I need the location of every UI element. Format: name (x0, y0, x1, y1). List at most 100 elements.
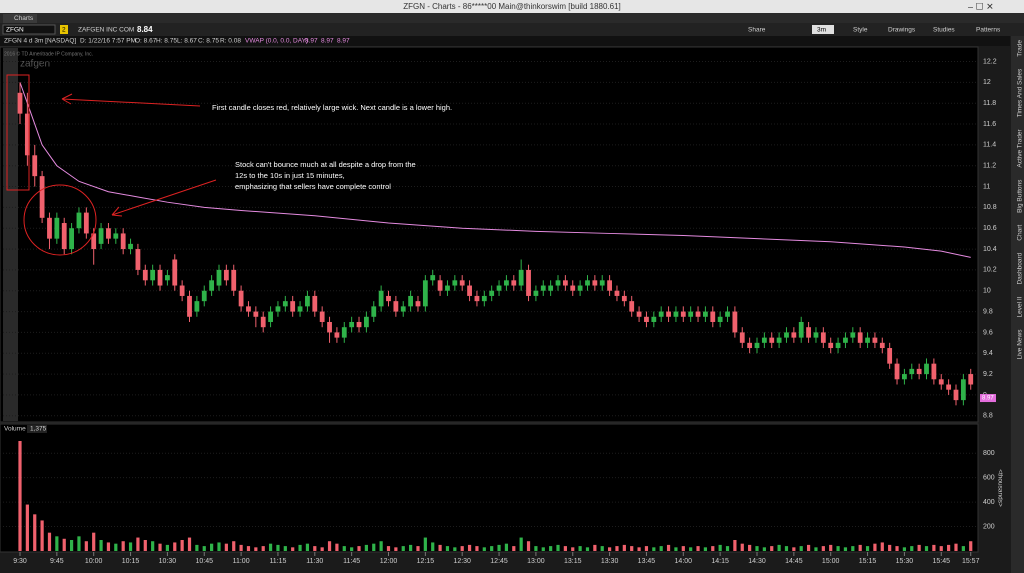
side-tab[interactable]: Chart (1017, 225, 1024, 241)
open: O: 8.67 (135, 38, 157, 45)
timeframe-box[interactable] (812, 25, 834, 34)
volume-bar (961, 546, 965, 551)
x-tick-label: 14:15 (711, 558, 729, 565)
volume-bar (806, 544, 811, 551)
company: ZAFGEN INC COM (78, 27, 134, 34)
volume-bar (460, 546, 464, 551)
x-tick-label: 11:45 (343, 558, 360, 565)
candle-body (540, 285, 546, 291)
x-tick-label: 15:45 (932, 558, 950, 565)
y-tick-label: 11.4 (983, 142, 996, 149)
volume-bar (563, 546, 567, 551)
volume-bar (453, 547, 457, 551)
volume-bar (195, 544, 199, 551)
candle-body (968, 374, 974, 385)
volume-bar (25, 504, 29, 551)
volume-bar (666, 544, 671, 551)
drawn-ellipse (23, 184, 97, 256)
x-tick-label: 10:00 (85, 558, 103, 565)
volume-bar (254, 547, 258, 551)
candle-body (98, 228, 104, 244)
side-tab[interactable]: Times And Sales (1017, 68, 1024, 117)
style-button[interactable]: Style (853, 27, 868, 34)
candle-body (754, 342, 760, 349)
candle-body (879, 342, 885, 349)
volume-bar (77, 536, 81, 551)
candle-body (371, 306, 377, 317)
candle-body (386, 295, 391, 302)
volume-bar (585, 547, 590, 551)
volume-bar (372, 543, 376, 551)
volume-bar (674, 547, 678, 551)
candle-body (231, 269, 237, 291)
side-tab[interactable]: Trade (1017, 40, 1024, 57)
side-tab[interactable]: Dashboard (1017, 252, 1024, 284)
link-box[interactable] (60, 25, 68, 34)
last-price: 8.84 (137, 25, 153, 34)
volume-bar (526, 541, 531, 551)
volume-bar (924, 546, 929, 551)
last-price-label: 8.97 (982, 396, 994, 402)
candle-body (69, 228, 74, 250)
candle-body (246, 306, 251, 312)
volume-bar (755, 546, 759, 551)
candle-body (474, 295, 480, 302)
volume-bar (490, 546, 494, 551)
candle-body (857, 332, 863, 343)
candle-body (201, 290, 207, 302)
high: H: 8.75 (156, 38, 177, 45)
studies-button[interactable]: Studies (933, 27, 955, 34)
side-tab[interactable]: Active Trader (1017, 128, 1024, 167)
volume-bar (829, 544, 833, 551)
y-tick-label: 9.6 (983, 329, 993, 336)
x-tick-label: 12:30 (453, 558, 471, 565)
drawings-button[interactable]: Drawings (888, 27, 916, 34)
volume-bar (40, 520, 44, 551)
patterns-button[interactable]: Patterns (976, 27, 1001, 34)
candle-body (83, 212, 89, 234)
volume-bar (858, 544, 862, 551)
close: C: 8.75 (198, 38, 219, 45)
candle-body (113, 233, 119, 239)
candle-body (253, 311, 259, 317)
candle-body (548, 285, 554, 291)
symbol-box[interactable] (2, 24, 56, 35)
candle-body (327, 321, 332, 333)
x-tick-label: 10:45 (195, 558, 213, 565)
volume-bar (932, 544, 936, 551)
candle-body (275, 306, 281, 312)
x-tick-label: 14:30 (748, 558, 766, 565)
toolbar (0, 23, 1024, 36)
selection-strip (3, 48, 18, 421)
annotation: 12s to the 10s in just 15 minutes, (235, 171, 345, 180)
volume-bar (180, 540, 184, 551)
y-tick-label: 10.4 (983, 246, 997, 253)
volume-bar (821, 546, 825, 551)
side-tab[interactable]: Big Buttons (1017, 179, 1024, 213)
charts-tab[interactable] (3, 14, 37, 23)
volume-bar (335, 543, 339, 551)
volume-bar (187, 537, 192, 551)
volume-bar (276, 544, 280, 551)
window-controls[interactable]: – ☐ ✕ (968, 1, 994, 11)
volume-current: 1,375 (30, 426, 47, 433)
candle-body (636, 311, 642, 317)
candle-body (761, 337, 767, 343)
share-button[interactable]: Share (748, 27, 766, 34)
volume-bar (136, 537, 140, 551)
volume-bar (202, 546, 206, 551)
volume-tick-label: 400 (983, 499, 995, 506)
volume-bar (497, 544, 501, 551)
volume-bar (69, 540, 74, 551)
candle-body (209, 280, 215, 291)
side-tab[interactable]: Live News (1017, 329, 1024, 360)
price-pane (0, 46, 979, 423)
title-bar (0, 0, 1024, 13)
y-tick-label: 12.2 (983, 58, 997, 65)
volume-bar (431, 542, 435, 551)
candle-body (400, 306, 406, 312)
candle-body (562, 280, 568, 286)
candle-body (290, 301, 296, 312)
candle-body (820, 332, 826, 343)
side-tab[interactable]: Level II (1017, 296, 1024, 317)
